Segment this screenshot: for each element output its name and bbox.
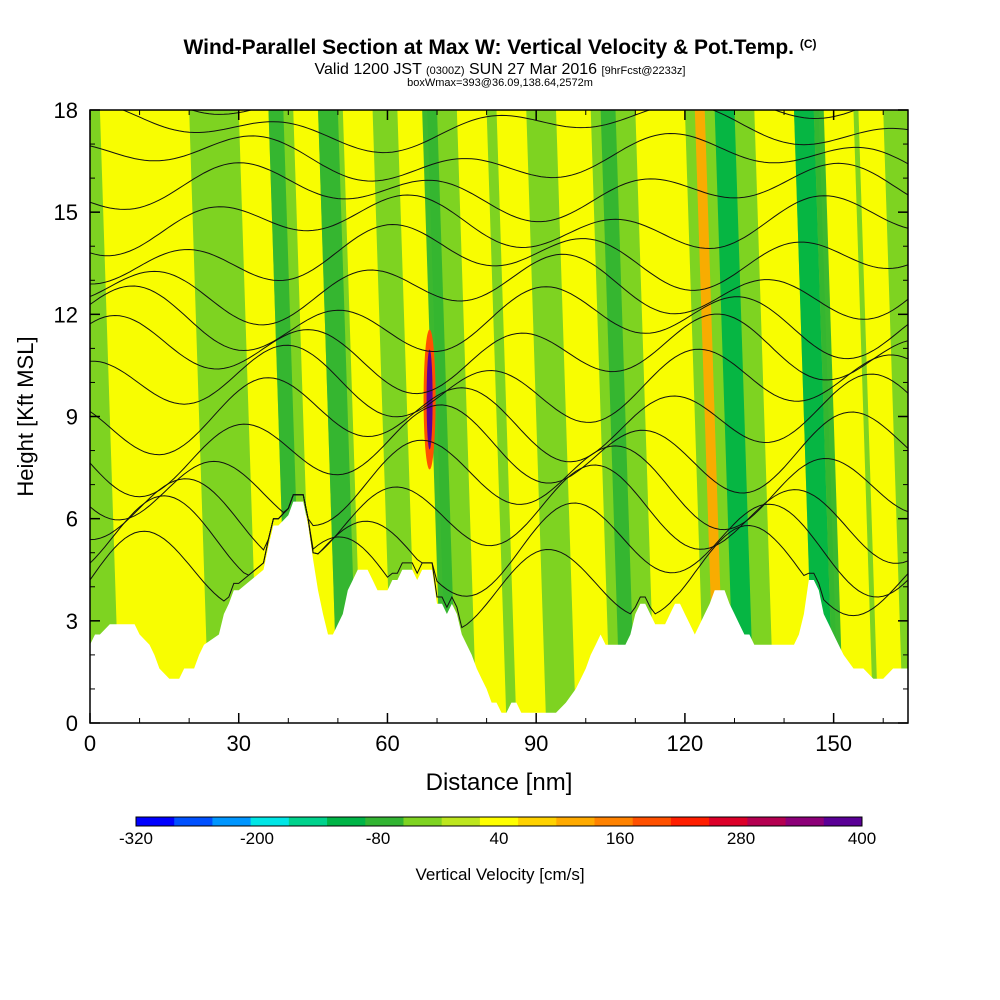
colorbar-tick-label: 40 bbox=[490, 829, 509, 848]
x-tick-label: 150 bbox=[815, 731, 852, 756]
theta-line bbox=[90, 194, 908, 257]
colorbar-swatch bbox=[632, 817, 672, 826]
colorbar-swatch bbox=[518, 817, 557, 826]
colorbar-tick-label: -320 bbox=[119, 829, 153, 848]
colorbar-swatch bbox=[709, 817, 748, 826]
downdraft-band bbox=[600, 110, 636, 723]
updraft-band bbox=[293, 110, 338, 723]
downdraft-band bbox=[318, 110, 358, 723]
x-tick-label: 60 bbox=[375, 731, 399, 756]
updraft-band bbox=[635, 110, 705, 723]
theta-line bbox=[90, 285, 908, 360]
theta-line bbox=[90, 344, 908, 423]
colorbar-swatch bbox=[288, 817, 328, 826]
valid-utc: (0300Z) bbox=[426, 65, 465, 77]
colorbar-swatch bbox=[785, 817, 825, 826]
theta-line bbox=[90, 223, 908, 291]
updraft-band bbox=[342, 110, 393, 723]
terrain bbox=[90, 501, 908, 723]
updraft-band bbox=[858, 110, 904, 723]
colorbar-swatch bbox=[327, 817, 366, 826]
x-axis-label: Distance [nm] bbox=[426, 769, 573, 796]
theta-line bbox=[90, 253, 908, 326]
theta-contours bbox=[90, 110, 908, 629]
colorbar-swatch bbox=[747, 817, 787, 826]
colorbar-label: Vertical Velocity [cm/s] bbox=[415, 865, 584, 884]
downdraft-band bbox=[422, 110, 457, 723]
theta-line bbox=[90, 132, 908, 182]
axes: 0 30 60 90 120 150 0 3 6 9 12 15 18 Distance [nm] Heig… bbox=[13, 98, 908, 796]
downdraft-band bbox=[813, 110, 844, 723]
y-axis-label: Height [Kft MSL] bbox=[13, 336, 38, 496]
colorbar-swatch bbox=[441, 817, 481, 826]
colorbar-swatch bbox=[556, 817, 596, 826]
colorbar-swatch bbox=[250, 817, 290, 826]
valid-time-line: Valid 1200 JST (0300Z) SUN 27 Mar 2016 [… bbox=[0, 61, 1000, 79]
updraft-band bbox=[694, 110, 725, 723]
y-tick-label: 15 bbox=[54, 200, 78, 225]
updraft-band bbox=[456, 110, 507, 723]
updraft-band bbox=[556, 110, 611, 723]
updraft-core-inner bbox=[426, 349, 433, 450]
colorbar-tick-label: -200 bbox=[240, 829, 274, 848]
theta-line bbox=[90, 494, 908, 598]
box-wmax-line: boxWmax=393@36.09,138.64,2572m bbox=[407, 77, 593, 89]
updraft-band bbox=[397, 110, 447, 723]
x-tick-label: 30 bbox=[226, 731, 250, 756]
y-tick-label: 3 bbox=[66, 609, 78, 634]
y-tick-label: 18 bbox=[54, 98, 78, 123]
colorbar-swatch bbox=[670, 817, 710, 826]
colorbar-swatch bbox=[136, 817, 175, 826]
colorbar-swatch bbox=[174, 817, 213, 826]
updraft-band bbox=[818, 110, 874, 723]
colorbar-swatch bbox=[479, 817, 519, 826]
colorbar-swatch bbox=[823, 817, 863, 826]
colorbar-frame bbox=[135, 816, 863, 827]
colorbar: -320 -200 -80 40 160 280 400 Vertical Velocity … bbox=[119, 816, 876, 884]
updraft-band bbox=[496, 110, 547, 723]
x-tick-label: 90 bbox=[524, 731, 548, 756]
forecast-info: [9hrFcst@2233z] bbox=[601, 65, 686, 77]
valid-prefix: Valid 1200 JST bbox=[314, 61, 422, 78]
chart-title-text: Wind-Parallel Section at Max W: Vertical… bbox=[183, 36, 794, 59]
theta-line bbox=[90, 373, 908, 463]
colorbar-swatch bbox=[594, 817, 634, 826]
updraft-band bbox=[99, 110, 209, 723]
theta-line bbox=[90, 313, 908, 395]
x-tick-label: 0 bbox=[84, 731, 96, 756]
chart-title: Wind-Parallel Section at Max W: Vertical… bbox=[0, 36, 1000, 60]
plot-area bbox=[90, 110, 908, 723]
theta-line bbox=[90, 464, 908, 564]
x-tick-label: 120 bbox=[667, 731, 704, 756]
theta-line bbox=[90, 439, 908, 531]
theta-line bbox=[90, 162, 908, 223]
y-tick-label: 12 bbox=[54, 302, 78, 327]
y-tick-label: 9 bbox=[66, 405, 78, 430]
theta-line bbox=[121, 110, 908, 154]
colorbar-swatch bbox=[403, 817, 443, 826]
downdraft-band bbox=[793, 110, 834, 723]
updraft-band bbox=[754, 110, 814, 723]
valid-date: SUN 27 Mar 2016 bbox=[469, 61, 598, 78]
y-tick-label: 6 bbox=[66, 507, 78, 532]
y-tick-label: 0 bbox=[66, 711, 78, 736]
colorbar-tick-label: 160 bbox=[606, 829, 634, 848]
colorbar-tick-label: 400 bbox=[848, 829, 876, 848]
colorbar-swatch bbox=[212, 817, 252, 826]
downdraft-band bbox=[714, 110, 755, 723]
colorbar-tick-label: 280 bbox=[727, 829, 755, 848]
colorbar-tick-label: -80 bbox=[366, 829, 391, 848]
title-mark: (C) bbox=[799, 37, 817, 51]
theta-line bbox=[190, 110, 857, 120]
theta-line bbox=[90, 404, 908, 498]
theta-line bbox=[90, 494, 908, 629]
colorbar-swatch bbox=[365, 817, 404, 826]
